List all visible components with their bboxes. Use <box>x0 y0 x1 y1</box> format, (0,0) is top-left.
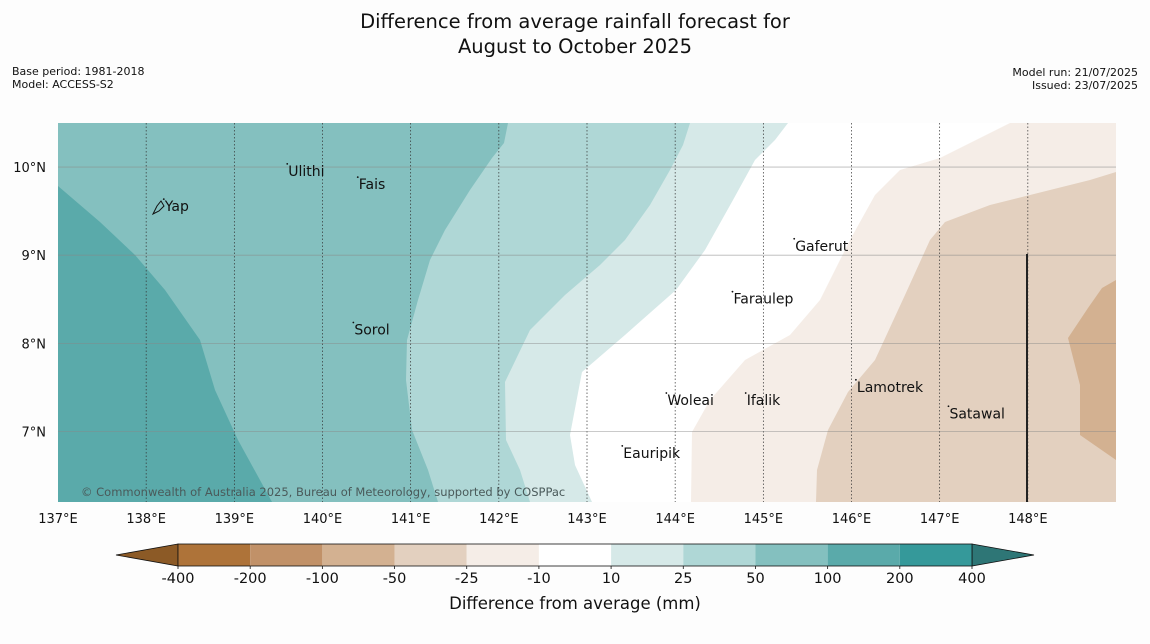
copyright-text: © Commonwealth of Australia 2025, Bureau… <box>81 485 566 499</box>
colorbar-bin <box>755 544 828 566</box>
latitude-tick-label: 9°N <box>22 249 47 264</box>
region-minus50-minus25 <box>816 172 1116 502</box>
region-100-200 <box>58 186 272 502</box>
place-marker <box>855 378 857 381</box>
longitude-tick-label: 141°E <box>391 512 431 527</box>
latitude-tick-label: 8°N <box>22 337 47 352</box>
place-marker <box>665 392 668 394</box>
colorbar-bin <box>827 544 900 566</box>
longitude-tick-label: 144°E <box>655 512 695 527</box>
meta-left: Base period: 1981-2018 Model: ACCESS-S2 <box>12 65 144 91</box>
colorbar-tick-label: -400 <box>162 571 195 587</box>
longitude-tick-label: 147°E <box>920 512 960 527</box>
colorbar-tick-label: -200 <box>234 571 267 587</box>
place-marker <box>352 321 355 324</box>
colorbar-tick-label: -100 <box>306 571 339 587</box>
longitude-tick-label: 145°E <box>744 512 784 527</box>
longitude-tick-label: 140°E <box>303 512 343 527</box>
colorbar-tick-label: 200 <box>886 571 914 587</box>
meta-right: Model run: 21/07/2025 Issued: 23/07/2025 <box>1012 66 1138 92</box>
place-label-satawal: Satawal <box>949 406 1004 422</box>
colorbar-tick-label: 25 <box>674 571 692 587</box>
longitude-tick-label: 137°E <box>38 512 78 527</box>
place-label-yap: Yap <box>164 199 189 215</box>
colorbar-extend-low <box>115 543 179 567</box>
gridlines <box>58 123 1116 502</box>
place-label-sorol: Sorol <box>354 323 389 339</box>
place-marker <box>286 162 289 165</box>
colorbar-outline <box>177 543 973 567</box>
longitude-tick-label: 142°E <box>479 512 519 527</box>
colorbar-bin <box>466 544 539 566</box>
place-label-woleai: Woleai <box>667 393 714 409</box>
colorbar-tick-label: 50 <box>746 571 764 587</box>
place-marker <box>621 445 624 447</box>
place-label-gaferut: Gaferut <box>795 239 849 255</box>
colorbar-tick-label: 100 <box>814 571 842 587</box>
yap-island-icon <box>151 200 165 216</box>
place-label-faraulep: Faraulep <box>733 292 793 308</box>
place-label-ifalik: Ifalik <box>747 393 781 409</box>
colorbar-bin <box>611 544 684 566</box>
place-marker <box>744 392 747 394</box>
place-label-eauripik: Eauripik <box>623 446 681 462</box>
place-marker <box>947 405 950 408</box>
longitude-tick-label: 138°E <box>126 512 166 527</box>
region-minus100-minus50 <box>1068 280 1116 460</box>
colorbar-bin <box>322 544 395 566</box>
place-labels: Yap Ulithi Fais Sorol Gaferut Faraulep Woleai I… <box>162 162 1005 462</box>
issued-text: Issued: 23/07/2025 <box>1031 79 1138 92</box>
title-line-2: August to October 2025 <box>457 35 693 58</box>
colorbar-extend-high <box>971 543 1035 567</box>
colorbar-tick-label: -50 <box>383 571 407 587</box>
model-run-text: Model run: 21/07/2025 <box>1012 66 1138 79</box>
colorbar: -400 -200 -100 -50 -25 -10 10 25 50 100 200 400 <box>115 543 1035 587</box>
latitude-tick-label: 10°N <box>13 161 46 176</box>
longitude-tick-label: 143°E <box>567 512 607 527</box>
place-marker <box>356 176 359 179</box>
place-label-ulithi: Ulithi <box>288 164 324 180</box>
colorbar-bin <box>899 544 972 566</box>
place-label-lamotrek: Lamotrek <box>857 380 924 396</box>
colorbar-tick-label: 400 <box>958 571 986 587</box>
longitude-tick-label: 139°E <box>215 512 255 527</box>
colorbar-tick-label: -10 <box>527 571 551 587</box>
place-marker <box>162 198 165 201</box>
model-text: Model: ACCESS-S2 <box>12 78 114 91</box>
place-marker <box>731 290 734 293</box>
colorbar-tick-label: 10 <box>602 571 620 587</box>
latitude-tick-label: 7°N <box>22 425 47 440</box>
colorbar-bin <box>178 544 251 566</box>
longitude-tick-label: 146°E <box>832 512 872 527</box>
axis-labels: 137°E 138°E 139°E 140°E 141°E 142°E 143°E 144°E… <box>13 161 1047 527</box>
place-label-fais: Fais <box>359 177 386 193</box>
base-period-text: Base period: 1981-2018 <box>12 65 145 78</box>
colorbar-bin <box>394 544 467 566</box>
map-title: Difference from average rainfall forecas… <box>0 9 1150 59</box>
colorbar-tick-label: -25 <box>455 571 479 587</box>
title-line-1: Difference from average rainfall forecas… <box>360 10 790 33</box>
colorbar-bin <box>538 544 612 566</box>
place-marker <box>793 237 796 240</box>
colorbar-bin <box>250 544 323 566</box>
colorbar-label: Difference from average (mm) <box>449 594 701 613</box>
longitude-tick-label: 148°E <box>1008 512 1048 527</box>
colorbar-bin <box>683 544 756 566</box>
